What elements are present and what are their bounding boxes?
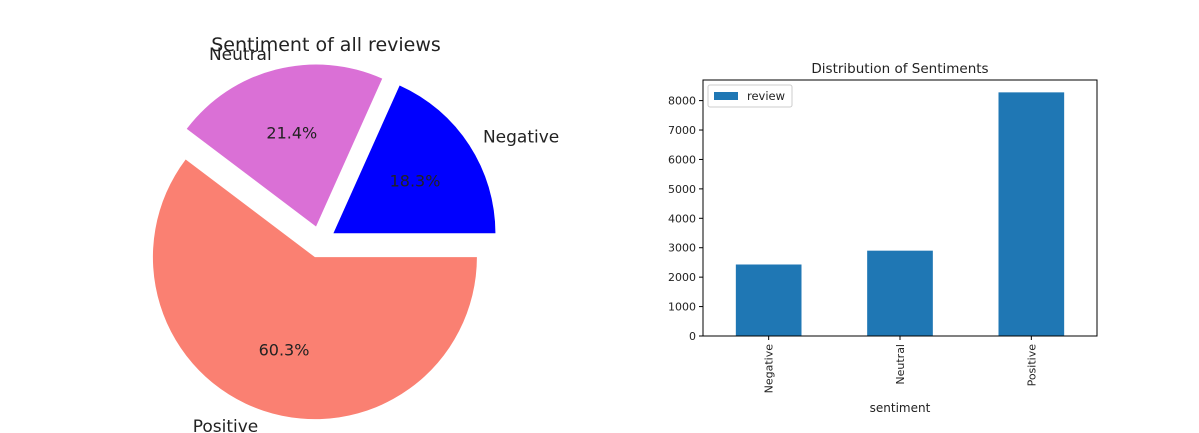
y-tick-label-7000: 7000 [668,124,696,137]
bar-neutral [867,250,933,336]
legend-label-review: review [747,89,785,103]
y-tick-label-1000: 1000 [668,301,696,314]
legend: review [707,84,793,108]
pie-chart: Sentiment of all reviews 18.3% Negative 21… [152,34,559,433]
pie-slice-positive [152,159,477,420]
y-tick-label-2000: 2000 [668,271,696,284]
pie-percent-positive: 60.3% [259,340,310,359]
y-tick-label-3000: 3000 [668,242,696,255]
y-tick-label-6000: 6000 [668,153,696,166]
pie-percent-neutral: 21.4% [266,123,317,142]
pie-label-negative: Negative [483,127,559,147]
pie-percent-negative: 18.3% [390,171,441,190]
bar-chart: Distribution of Sentiments 0 1000 2000 3000… [668,61,1098,415]
legend-box [707,84,793,108]
x-axis-ticks: Negative Neutral Positive [763,336,1038,394]
y-tick-label-0: 0 [689,330,696,343]
pie-slice-negative [333,85,496,234]
plot-frame [702,79,1098,337]
pie-title: Sentiment of all reviews [211,34,441,56]
x-tick-label-neutral: Neutral [894,344,907,385]
y-tick-label-5000: 5000 [668,183,696,196]
x-tick-label-positive: Positive [1025,344,1038,387]
y-tick-label-8000: 8000 [668,95,696,108]
y-tick-label-4000: 4000 [668,212,696,225]
pie-slices: 18.3% Negative 21.4% Neutral 60.3% Positive [152,45,559,433]
x-tick-label-negative: Negative [763,344,776,394]
pie-slice-neutral [186,64,383,227]
pie-label-positive: Positive [193,417,259,433]
legend-swatch-review [714,92,738,100]
bar-negative [735,264,802,336]
bar-positive [998,92,1065,337]
y-axis-ticks: 0 1000 2000 3000 4000 5000 6000 7000 8000 [668,95,703,343]
bar-chart-title: Distribution of Sentiments [811,61,988,77]
bars [735,92,1065,337]
x-axis-label: sentiment [870,401,931,415]
pie-label-neutral: Neutral [209,45,272,65]
